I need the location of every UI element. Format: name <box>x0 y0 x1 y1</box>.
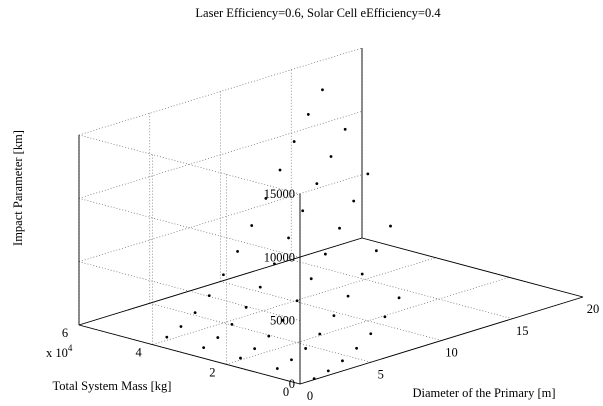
y-tick-label: 6 <box>62 326 68 340</box>
grid-line-z-side <box>78 134 301 195</box>
data-point <box>239 356 242 360</box>
data-point <box>275 367 279 370</box>
data-point <box>264 197 268 200</box>
data-point <box>352 199 356 203</box>
x-axis-label: Diameter of the Primary [m] <box>412 386 555 400</box>
grid-line-x-floor <box>291 259 513 320</box>
grid-line-y-floor <box>226 276 510 365</box>
y-axis-multiplier-exponent: 4 <box>68 343 73 353</box>
data-point <box>193 311 197 315</box>
x-tick-label: 20 <box>587 302 600 316</box>
data-point <box>250 224 254 227</box>
z-tick-label: 0 <box>289 377 295 391</box>
x-tick-label: 0 <box>307 389 313 403</box>
grid-line-x-floor <box>220 281 442 341</box>
grid-line-z-back <box>78 110 363 199</box>
data-point <box>360 272 364 276</box>
data-points <box>165 88 401 381</box>
data-point <box>326 369 330 373</box>
floor-edge-back <box>78 237 363 326</box>
data-point <box>301 209 305 213</box>
y-axis-multiplier: x 104 <box>46 343 73 360</box>
data-point <box>278 168 282 172</box>
z-tick-label: 15000 <box>264 187 295 201</box>
data-point <box>329 155 333 158</box>
grid-lines <box>78 47 584 385</box>
data-point <box>267 334 271 338</box>
grid-line-z-back <box>78 174 363 263</box>
data-point <box>207 294 211 297</box>
z-tick-label: 10000 <box>264 250 295 264</box>
data-point <box>273 262 276 266</box>
data-point <box>389 224 392 228</box>
z-axis-label: Impact Parameter [km] <box>11 130 25 246</box>
x-tick-label: 10 <box>445 346 458 360</box>
data-point <box>258 285 262 289</box>
data-point <box>179 325 183 328</box>
y-axis-line <box>78 324 301 385</box>
grid-line-z-side <box>78 197 301 258</box>
data-point <box>230 322 234 326</box>
data-point <box>341 359 344 363</box>
data-point <box>312 377 316 381</box>
data-point <box>287 236 290 240</box>
data-point <box>216 336 220 339</box>
data-point <box>236 250 239 253</box>
floor-edge-right <box>361 237 584 298</box>
data-point <box>366 172 370 176</box>
data-point <box>397 296 401 300</box>
x-tick-label: 5 <box>378 367 384 381</box>
data-point <box>281 318 285 322</box>
y-tick-label: 4 <box>136 346 143 360</box>
y-tick-label: 2 <box>209 365 215 379</box>
grid-line-x-floor <box>149 302 371 363</box>
data-point <box>318 332 322 336</box>
data-point <box>244 305 248 309</box>
data-point <box>369 332 373 336</box>
chart-title: Laser Efficiency=0.6, Solar Cell eEffici… <box>195 6 441 20</box>
data-point <box>306 113 310 116</box>
data-point <box>338 226 341 230</box>
data-point <box>346 294 350 298</box>
data-point <box>332 314 336 318</box>
y-tick-label: 0 <box>283 385 289 399</box>
data-point <box>323 252 327 256</box>
x-axis-ticks: 0 5 10 15 20 <box>307 302 599 403</box>
y-axis-multiplier-base: x 10 <box>46 346 68 360</box>
x-axis-line <box>299 296 584 385</box>
data-point <box>374 249 378 253</box>
data-point <box>202 346 206 350</box>
data-point <box>355 346 358 350</box>
data-point <box>343 127 347 131</box>
data-point <box>321 88 324 92</box>
data-point <box>383 315 387 319</box>
data-point <box>253 347 257 351</box>
axes-box <box>78 48 584 385</box>
data-point <box>222 273 225 277</box>
data-point <box>304 347 308 350</box>
grid-line-y-floor <box>152 257 436 346</box>
x-tick-label: 15 <box>516 324 529 338</box>
y-axis-label: Total System Mass [kg] <box>53 379 172 393</box>
data-point <box>165 335 169 339</box>
data-point <box>309 277 313 281</box>
data-point <box>290 358 293 362</box>
data-point <box>292 140 296 143</box>
data-point <box>295 299 299 303</box>
grid-line-z-back <box>78 47 363 136</box>
data-point <box>315 182 319 186</box>
